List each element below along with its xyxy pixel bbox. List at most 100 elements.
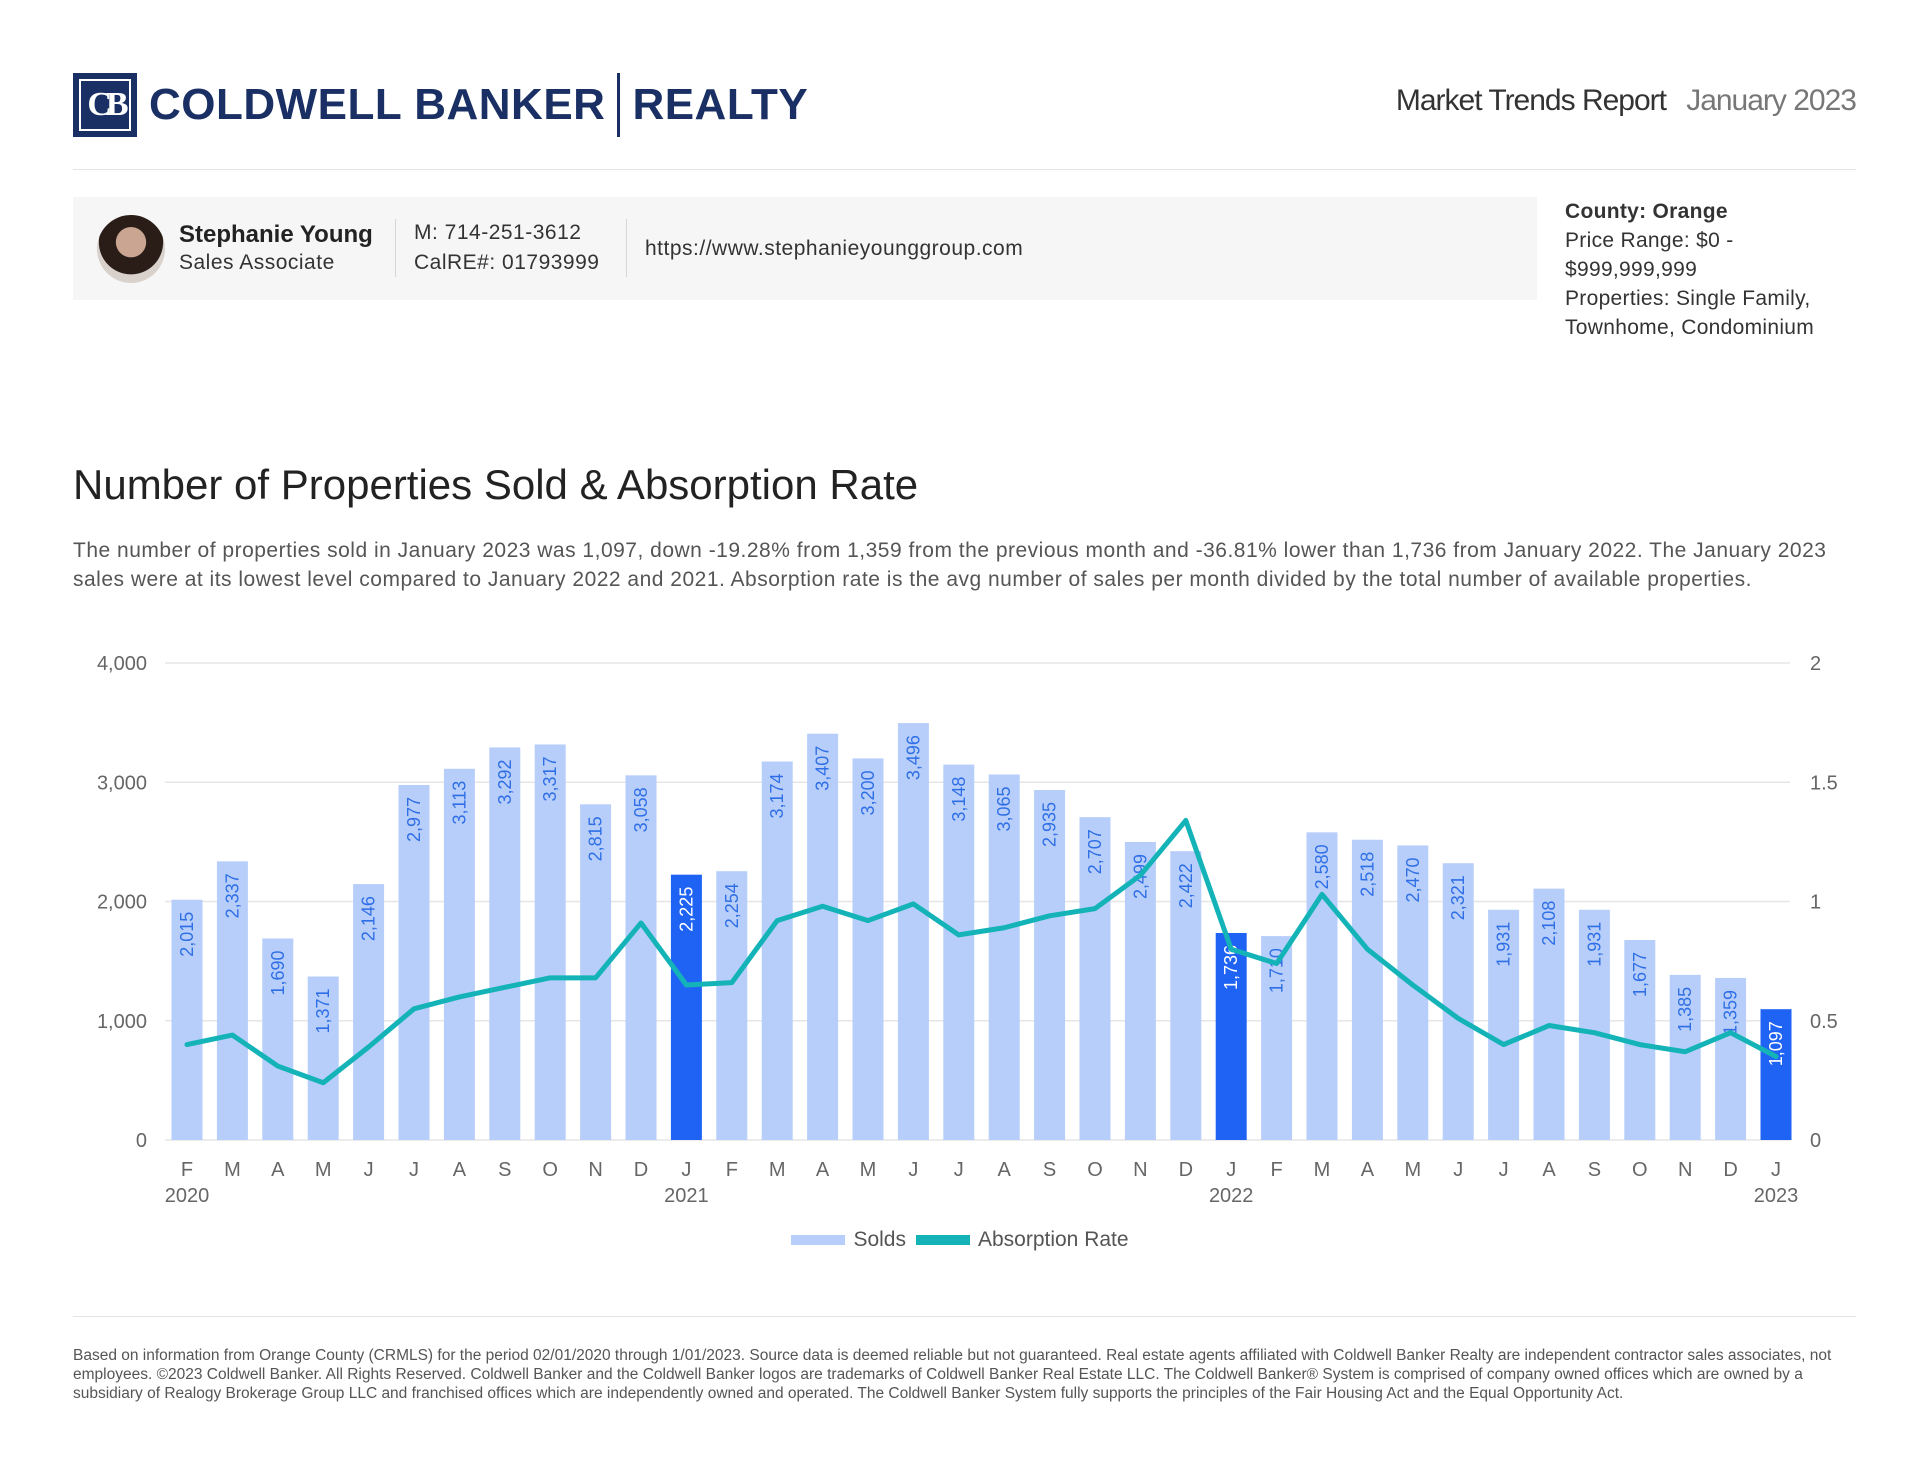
bar-data-label: 1,385: [1675, 987, 1695, 1032]
x-tick-label: J: [409, 1159, 419, 1181]
x-tick-label: O: [1632, 1159, 1648, 1181]
agent-website-link[interactable]: https://www.stephanieyounggroup.com: [645, 237, 1024, 260]
report-title: Market Trends Report: [1395, 84, 1667, 117]
filter-county: County: Orange: [1565, 200, 1728, 223]
bar-solds: [353, 884, 385, 1140]
x-tick-label: S: [1588, 1159, 1601, 1181]
y-left-tick-label: 3,000: [97, 772, 147, 794]
bar-data-label: 3,292: [495, 759, 515, 804]
x-tick-label: D: [634, 1159, 648, 1181]
x-year-label: 2022: [1209, 1185, 1254, 1207]
x-year-label: 2020: [165, 1185, 210, 1207]
bar-data-label: 1,097: [1766, 1021, 1786, 1066]
bar-data-label: 3,058: [631, 787, 651, 832]
bar-solds: [1351, 839, 1383, 1140]
footer-divider: [73, 1316, 1856, 1317]
bar-data-label: 2,815: [586, 816, 606, 861]
bar-solds: [1760, 1009, 1792, 1140]
bar-data-label: 2,254: [722, 883, 742, 928]
x-tick-label: A: [453, 1159, 467, 1181]
x-tick-label: M: [860, 1159, 877, 1181]
bar-data-label: 2,422: [1176, 863, 1196, 908]
agent-phone[interactable]: M: 714-251-3612: [414, 221, 582, 244]
agent-license: CalRE#: 01793999: [414, 251, 600, 274]
bar-solds: [1215, 932, 1247, 1140]
x-tick-label: J: [908, 1159, 918, 1181]
x-tick-label: J: [1226, 1159, 1236, 1181]
x-tick-label: J: [364, 1159, 374, 1181]
bar-data-label: 2,146: [359, 896, 379, 941]
y-right-tick-label: 0.5: [1810, 1011, 1838, 1033]
y-right-tick-label: 1.5: [1810, 772, 1838, 794]
legend-swatch-line: [915, 1235, 970, 1245]
bar-solds: [670, 874, 702, 1140]
legend-item-solds: Solds: [791, 1228, 906, 1252]
bar-solds: [262, 938, 294, 1140]
bar-data-label: 2,518: [1357, 852, 1377, 897]
coldwell-banker-logo: CB COLDWELL BANKER REALTY: [73, 72, 808, 138]
bar-solds: [716, 871, 748, 1140]
bar-solds: [1124, 841, 1156, 1140]
x-tick-label: J: [1771, 1159, 1781, 1181]
chart-legend: Solds Absorption Rate: [0, 1225, 1920, 1255]
absorption-rate-line: [184, 817, 1779, 1086]
bar-data-label: 1,371: [313, 989, 333, 1034]
y-left-tick-label: 4,000: [97, 653, 147, 675]
bar-data-label: 2,015: [177, 912, 197, 957]
x-tick-label: F: [181, 1159, 193, 1181]
y-left-tick-label: 2,000: [97, 892, 147, 914]
bar-solds: [1669, 974, 1701, 1140]
logo-text: COLDWELL BANKER: [149, 80, 606, 129]
bar-data-label: 2,580: [1312, 844, 1332, 889]
bar-solds: [1533, 888, 1565, 1140]
bar-data-label: 2,977: [404, 797, 424, 842]
bar-data-label: 3,317: [540, 756, 560, 801]
bar-solds: [1034, 790, 1066, 1140]
x-tick-label: F: [726, 1159, 738, 1181]
filter-properties: Properties: Single Family, Townhome, Con…: [1565, 287, 1815, 339]
bar-solds: [489, 747, 521, 1140]
bar-data-label: 1,359: [1721, 990, 1741, 1035]
bar-solds: [216, 861, 248, 1140]
logo-divider: [617, 73, 621, 137]
x-tick-label: A: [271, 1159, 285, 1181]
x-tick-label: N: [1133, 1159, 1147, 1181]
x-tick-label: D: [1723, 1159, 1737, 1181]
bar-data-label: 2,337: [222, 873, 242, 918]
bar-solds: [807, 733, 839, 1140]
divider: [626, 219, 627, 277]
x-year-label: 2023: [1754, 1185, 1799, 1207]
x-tick-label: A: [816, 1159, 830, 1181]
x-tick-label: J: [681, 1159, 691, 1181]
bar-solds: [171, 899, 203, 1140]
logo-text-realty: REALTY: [632, 80, 809, 129]
y-right-tick-label: 0: [1810, 1130, 1821, 1152]
report-date: January 2023: [1686, 84, 1857, 117]
legend-label-solds: Solds: [853, 1228, 906, 1251]
report-filters: County: Orange Price Range: $0 - $999,99…: [1565, 197, 1865, 342]
x-tick-label: N: [588, 1159, 602, 1181]
bar-solds: [988, 774, 1020, 1140]
bar-solds: [534, 744, 566, 1140]
bar-solds: [943, 764, 975, 1140]
agent-role: Sales Associate: [179, 251, 335, 274]
bar-solds: [1715, 977, 1747, 1140]
bar-data-label: 2,935: [1040, 802, 1060, 847]
x-tick-label: A: [1361, 1159, 1375, 1181]
bar-solds: [443, 768, 475, 1140]
disclaimer-text: Based on information from Orange County …: [73, 1347, 1832, 1402]
y-left-tick-label: 1,000: [97, 1011, 147, 1033]
bar-data-label: 1,677: [1630, 952, 1650, 997]
bar-solds: [1079, 817, 1111, 1140]
x-tick-label: D: [1179, 1159, 1193, 1181]
bar-solds: [761, 761, 793, 1140]
bar-data-label: 1,931: [1584, 922, 1604, 967]
bar-data-label: 3,200: [858, 770, 878, 815]
legend-item-absorption: Absorption Rate: [915, 1228, 1129, 1252]
bar-data-label: 2,321: [1448, 875, 1468, 920]
filter-price-range: Price Range: $0 - $999,999,999: [1565, 229, 1734, 281]
x-tick-label: M: [1314, 1159, 1331, 1181]
bar-data-label: 1,736: [1221, 945, 1241, 990]
cb-monogram-icon: CB: [73, 73, 137, 137]
divider: [395, 219, 396, 277]
